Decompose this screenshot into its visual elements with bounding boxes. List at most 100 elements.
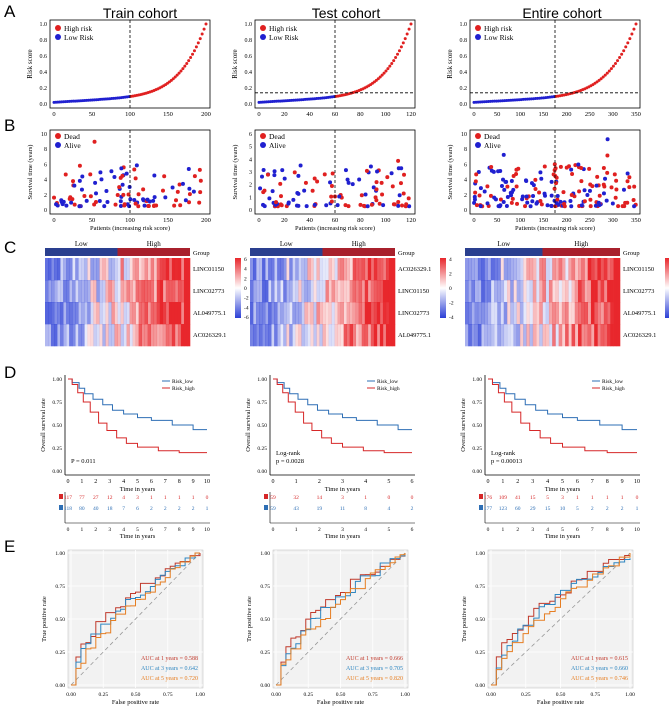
km-xtick: 9: [192, 479, 195, 485]
risk-score-point: [202, 27, 206, 31]
heatmap-cell: [468, 324, 472, 347]
survival-point: [152, 195, 157, 200]
heatmap-cell: [60, 280, 64, 303]
heatmap-cell: [289, 280, 293, 303]
heatmap-cell: [57, 258, 61, 281]
risk-score-point: [181, 67, 185, 71]
heatmap-scale-tick: -4: [449, 315, 454, 321]
survival-point: [407, 204, 412, 209]
roc-ytick: 1.00: [55, 551, 65, 557]
heatmap-cell: [594, 280, 598, 303]
heatmap-cell: [96, 302, 100, 325]
heatmap-cell: [552, 258, 556, 281]
heatmap-cell: [147, 302, 152, 325]
risk-table-xlabel: Time in years: [325, 533, 361, 540]
survival-xtick: 100: [381, 217, 391, 224]
heatmap-cell: [99, 280, 103, 303]
survival-point: [93, 180, 98, 185]
heatmap-cell: [513, 280, 517, 303]
survival-point: [582, 188, 587, 193]
roc-curve-5y: [491, 553, 631, 686]
survival-point: [180, 181, 185, 186]
heatmap-cell: [156, 324, 161, 347]
heatmap-cell: [310, 302, 314, 325]
heatmap-cell: [298, 258, 302, 281]
heatmap-cell: [84, 302, 88, 325]
heatmap-cell: [532, 258, 537, 281]
survival-point: [357, 177, 362, 182]
km-pvalue: P = 0.011: [71, 458, 96, 465]
heatmap-cell: [364, 280, 369, 303]
heatmap-group-low-label: Low: [280, 240, 294, 248]
heatmap-cell: [367, 280, 372, 303]
heatmap-cell: [123, 324, 127, 347]
survival-point: [272, 173, 277, 178]
heatmap-cell: [600, 324, 605, 347]
risk-table-xlabel: Time in years: [120, 533, 156, 540]
survival-point: [505, 195, 510, 200]
risk-table-low-marker: [59, 505, 63, 510]
survival-point: [539, 202, 544, 207]
survival-point: [523, 204, 528, 209]
survival-point: [60, 202, 65, 207]
heatmap-cell: [334, 280, 338, 303]
survival-point: [312, 202, 317, 207]
heatmap-cell: [253, 302, 257, 325]
risk-table-xtick: 9: [192, 527, 195, 533]
risk-score-point: [382, 71, 386, 75]
heatmap-gene-label: LINC02773: [193, 288, 224, 295]
survival-point: [385, 175, 390, 180]
heatmap-gene-label: AL049775.1: [193, 310, 226, 317]
heatmap-gene-label: AC026329.1: [193, 332, 226, 339]
heatmap-cell: [60, 324, 64, 347]
heatmap-cell: [135, 280, 139, 303]
survival-point: [472, 197, 477, 202]
heatmap-cell: [468, 302, 472, 325]
survival-point: [493, 197, 498, 202]
heatmap-cell: [165, 258, 170, 281]
survival-point: [329, 199, 334, 204]
heatmap-cell: [558, 258, 563, 281]
survival-point: [579, 165, 584, 170]
survival-point: [485, 184, 490, 189]
heatmap-cell: [256, 302, 260, 325]
roc-curve-3y: [491, 558, 631, 686]
heatmap-cell: [265, 324, 269, 347]
heatmap-cell: [259, 302, 263, 325]
heatmap-cell: [487, 258, 492, 281]
heatmap-cell: [477, 324, 482, 347]
heatmap-cell: [494, 302, 498, 325]
heatmap-cell: [331, 280, 335, 303]
roc-ytick: 0.00: [55, 683, 65, 689]
heatmap-cell: [474, 258, 479, 281]
heatmap-cell: [477, 280, 482, 303]
risk-table-low-count: 2: [164, 506, 167, 512]
survival-point: [136, 204, 141, 209]
risk-table-high-count: 4: [122, 495, 125, 501]
survival-point: [396, 200, 401, 205]
heatmap-cell: [494, 258, 498, 281]
risk-table-high-count: 12: [107, 495, 113, 501]
survival-point: [590, 184, 595, 189]
risk-score-ytick: 0.6: [40, 54, 48, 60]
heatmap-cell: [370, 280, 375, 303]
heatmap-cell: [523, 324, 527, 347]
heatmap-cell: [135, 302, 139, 325]
survival-point: [601, 191, 606, 196]
heatmap-cell: [319, 302, 323, 325]
heatmap-cell: [301, 258, 305, 281]
heatmap-cell: [346, 302, 350, 325]
heatmap-cell: [352, 324, 357, 347]
risk-table-xtick: 4: [364, 527, 367, 533]
legend-dead-marker: [55, 133, 61, 139]
heatmap-cell: [99, 258, 103, 281]
km-xtick: 0: [487, 479, 490, 485]
survival-xlabel: Patients (increasing risk score): [90, 225, 170, 232]
heatmap-cell: [54, 324, 58, 347]
survival-point: [282, 176, 287, 181]
heatmap-cell: [490, 324, 495, 347]
survival-point: [262, 188, 267, 193]
survival-point: [632, 204, 637, 209]
column-title-test: Test cohort: [311, 5, 381, 21]
heatmap-cell: [382, 258, 387, 281]
